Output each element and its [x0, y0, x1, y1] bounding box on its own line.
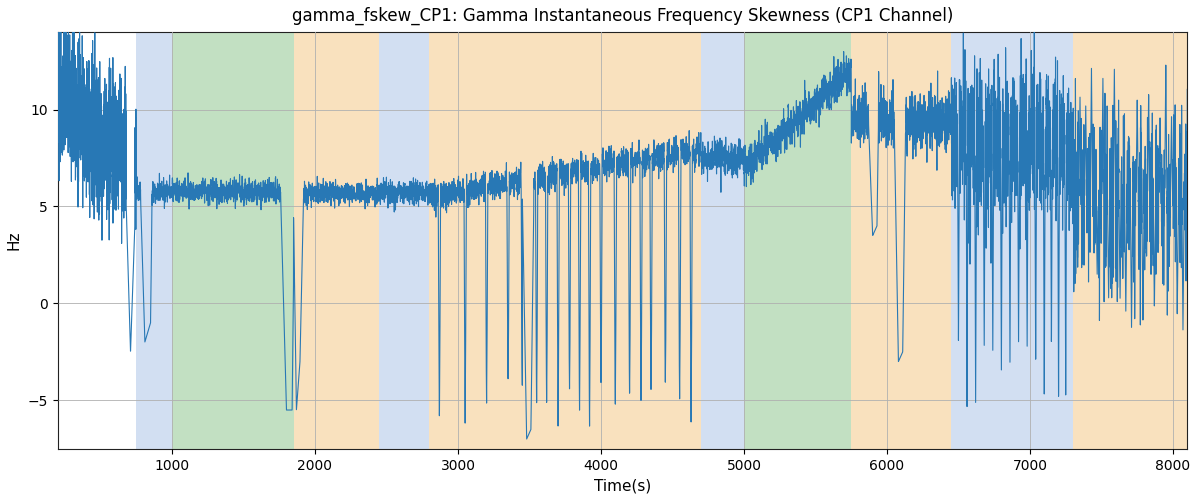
Bar [1073, 32, 1187, 449]
Bar [137, 32, 172, 449]
Title: gamma_fskew_CP1: Gamma Instantaneous Frequency Skewness (CP1 Channel): gamma_fskew_CP1: Gamma Instantaneous Fre… [292, 7, 953, 25]
Bar [294, 32, 379, 449]
Bar [430, 32, 701, 449]
Bar [701, 32, 744, 449]
Bar [744, 32, 851, 449]
X-axis label: Time(s): Time(s) [594, 478, 652, 493]
Bar [952, 32, 1073, 449]
Bar [172, 32, 294, 449]
Bar [379, 32, 430, 449]
Y-axis label: Hz: Hz [7, 230, 22, 250]
Bar [851, 32, 952, 449]
